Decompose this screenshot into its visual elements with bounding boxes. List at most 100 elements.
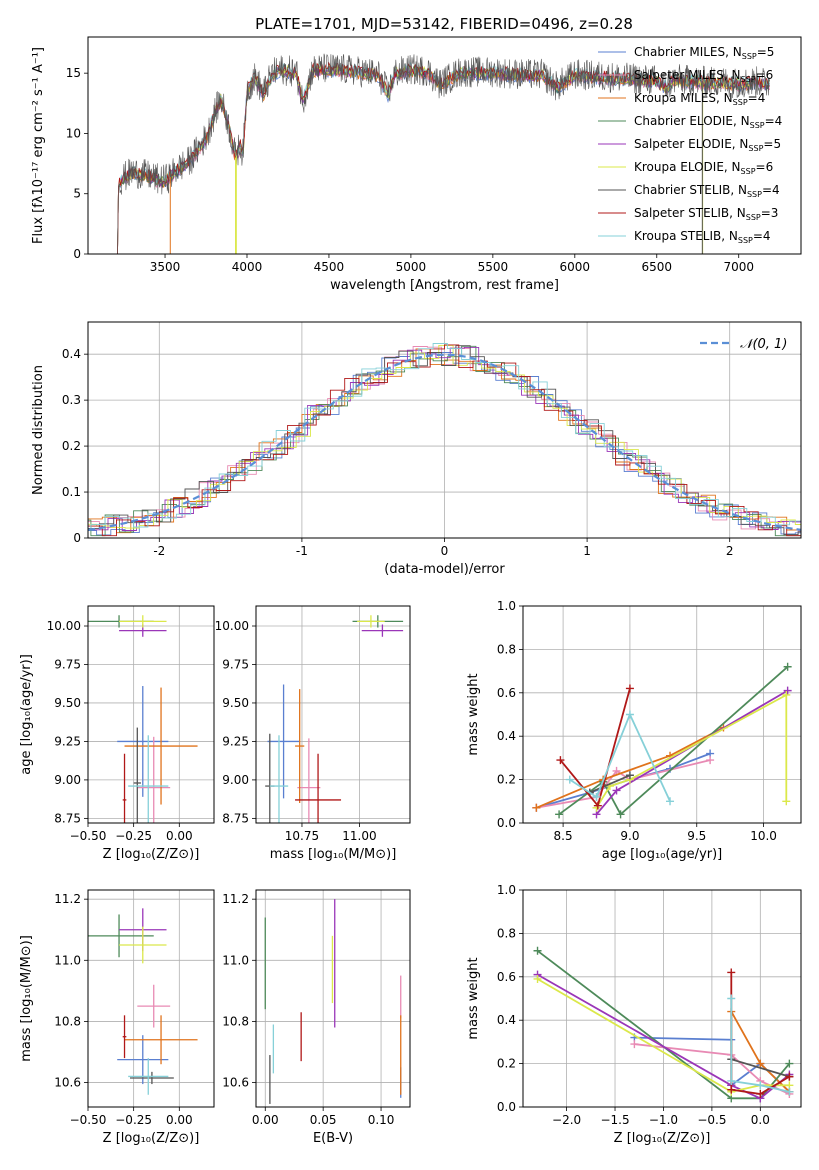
y-tick-label: 9.50 bbox=[222, 696, 249, 710]
y-tick-label: 0.8 bbox=[497, 926, 516, 940]
mass-vs-extinction-panel: 0.00 0.05 0.10 10.6 10.8 11.0 11.2 E(B-V) bbox=[222, 889, 411, 1146]
weight-vs-age-panel: 8.5 9.0 9.5 10.0 0.0 0.2 0.4 0.6 0.8 1.0 age [log₁… bbox=[466, 599, 802, 862]
y-tick-label: 11.2 bbox=[222, 892, 249, 906]
y-tick-label: 0.2 bbox=[497, 773, 516, 787]
x-axis-label: Z [log₁₀(Z/Z⊙)] bbox=[614, 1131, 711, 1146]
x-axis-label: Z [log₁₀(Z/Z⊙)] bbox=[103, 1131, 200, 1146]
weight-series-3 bbox=[558, 666, 789, 816]
spectrum-title: PLATE=1701, MJD=53142, FIBERID=0496, z=0… bbox=[255, 15, 633, 33]
weight-series-3 bbox=[536, 950, 791, 1100]
y-tick-label: 10 bbox=[66, 126, 81, 140]
x-tick-label: 0.0 bbox=[751, 1113, 770, 1127]
x-tick-label: −1.5 bbox=[600, 1113, 629, 1127]
errorbar-point-4 bbox=[361, 624, 404, 637]
weight-marker-5 bbox=[782, 690, 791, 699]
weight-marker-1 bbox=[612, 766, 621, 775]
weight-marker-5 bbox=[782, 797, 791, 806]
weight-marker-6 bbox=[625, 771, 634, 780]
y-tick-label: 0.6 bbox=[497, 686, 516, 700]
y-tick-label: 0.3 bbox=[62, 393, 81, 407]
legend-entry-1: Salpeter MILES, NSSP=6 bbox=[634, 68, 773, 84]
axes-frame bbox=[87, 321, 802, 539]
errorbar-point-6 bbox=[130, 1071, 174, 1085]
y-tick-label: 9.75 bbox=[222, 657, 249, 671]
spectrum-panel: 3500 4000 4500 5000 5500 6000 6500 7000 0 5 10 15 wa… bbox=[31, 36, 802, 293]
weight-marker-7 bbox=[727, 968, 736, 977]
axes-frame bbox=[87, 889, 215, 1108]
x-tick-label: 0.10 bbox=[368, 1113, 395, 1127]
weight-vs-metallicity-panel: −2.0 −1.5 −1.0 −0.5 0.0 0.0 0.2 0.4 0.6 0.8 1.0 Z [… bbox=[466, 883, 802, 1146]
weight-marker-7 bbox=[556, 756, 565, 765]
y-tick-label: 0.4 bbox=[497, 1013, 516, 1027]
y-tick-label: 5 bbox=[73, 187, 81, 201]
y-tick-label: 10.6 bbox=[222, 1076, 249, 1090]
x-axis-label: mass [log₁₀(M/M⊙)] bbox=[270, 847, 397, 862]
x-tick-label: 5000 bbox=[396, 260, 427, 274]
y-tick-label: 9.00 bbox=[54, 773, 81, 787]
errorbar-point-0 bbox=[267, 684, 300, 799]
weight-marker-5 bbox=[533, 974, 542, 983]
weight-marker-3 bbox=[616, 810, 625, 819]
legend-entry-5: Kroupa ELODIE, NSSP=6 bbox=[634, 160, 773, 176]
x-axis-label: age [log₁₀(age/yr)] bbox=[602, 847, 723, 862]
weight-marker-3 bbox=[555, 810, 564, 819]
axes-frame bbox=[522, 889, 802, 1108]
spectrum-legend: Chabrier MILES, NSSP=5 Salpeter MILES, NS… bbox=[598, 45, 782, 245]
x-tick-label: 10.75 bbox=[285, 829, 319, 843]
age-vs-metallicity-panel: −0.50 −0.25 0.00 8.75 9.00 9.25 9.50 9.75 10.00 Z… bbox=[19, 605, 215, 862]
axes-frame bbox=[522, 605, 802, 824]
age-vs-mass-panel: 10.75 11.00 8.75 9.00 9.25 9.50 9.75 10.00 mass … bbox=[215, 605, 411, 862]
x-tick-label: 0.00 bbox=[166, 1113, 193, 1127]
x-tick-label: 11.00 bbox=[342, 829, 376, 843]
x-tick-label: −2.0 bbox=[552, 1113, 581, 1127]
residual-histogram-panel: -2 -1 0 1 2 0 0.1 0.2 0.3 0.4 (data-model)/error No… bbox=[31, 321, 802, 577]
y-tick-label: 0.6 bbox=[497, 970, 516, 984]
legend-entry-2: Kroupa MILES, NSSP=4 bbox=[634, 91, 765, 107]
axes-frame bbox=[87, 605, 215, 824]
x-tick-label: −0.50 bbox=[70, 829, 107, 843]
histogram-series-5 bbox=[88, 344, 801, 529]
axes-frame bbox=[87, 36, 802, 255]
x-tick-label: 10.0 bbox=[750, 829, 777, 843]
x-tick-label: 9.5 bbox=[687, 829, 706, 843]
x-tick-label: 8.5 bbox=[554, 829, 573, 843]
x-axis-label: wavelength [Angstrom, rest frame] bbox=[330, 278, 559, 293]
legend-entry-6: Chabrier STELIB, NSSP=4 bbox=[634, 183, 780, 199]
errorbar-point-8 bbox=[128, 1058, 169, 1095]
mass-vs-metallicity-panel: −0.50 −0.25 0.00 10.6 10.8 11.0 11.2 Z [log₁₀(Z… bbox=[19, 889, 215, 1146]
x-tick-label: −0.25 bbox=[115, 1113, 152, 1127]
errorbar-point-1 bbox=[137, 736, 171, 823]
y-axis-label: mass weight bbox=[466, 673, 481, 755]
y-tick-label: 0.0 bbox=[497, 816, 516, 830]
x-axis-label: E(B-V) bbox=[313, 1131, 353, 1146]
errorbar-point-5 bbox=[119, 615, 167, 628]
y-tick-label: 0.0 bbox=[497, 1100, 516, 1114]
x-tick-label: 6000 bbox=[560, 260, 591, 274]
weight-marker-7 bbox=[625, 684, 634, 693]
x-tick-label: 9.0 bbox=[620, 829, 639, 843]
y-tick-label: 0.1 bbox=[62, 485, 81, 499]
legend-entry-0: Chabrier MILES, NSSP=5 bbox=[634, 45, 774, 61]
y-tick-label: 9.00 bbox=[222, 773, 249, 787]
weight-marker-8 bbox=[727, 994, 736, 1003]
errorbar-point-8 bbox=[128, 735, 169, 823]
legend-entry-8: Kroupa STELIB, NSSP=4 bbox=[634, 229, 771, 245]
y-tick-label: 0.2 bbox=[497, 1057, 516, 1071]
errorbar-point-5 bbox=[119, 926, 167, 964]
y-tick-label: 11.2 bbox=[54, 892, 81, 906]
weight-marker-8 bbox=[756, 1081, 765, 1090]
weight-marker-1 bbox=[630, 1040, 639, 1049]
weight-series-8 bbox=[730, 998, 790, 1093]
weight-marker-2 bbox=[756, 1059, 765, 1068]
x-tick-label: −0.5 bbox=[697, 1113, 726, 1127]
axes-frame bbox=[255, 889, 411, 1108]
errorbar-point-7 bbox=[295, 753, 342, 823]
errorbar-point-2 bbox=[124, 1015, 198, 1065]
x-tick-label: 4000 bbox=[232, 260, 263, 274]
legend-entry-3: Chabrier ELODIE, NSSP=4 bbox=[634, 114, 782, 130]
y-axis-label: Flux [fλ10⁻¹⁷ erg cm⁻² s⁻¹ A⁻¹] bbox=[31, 47, 46, 244]
errorbar-point-1 bbox=[137, 984, 171, 1028]
x-tick-label: 0 bbox=[441, 544, 449, 558]
x-tick-label: 4500 bbox=[314, 260, 345, 274]
